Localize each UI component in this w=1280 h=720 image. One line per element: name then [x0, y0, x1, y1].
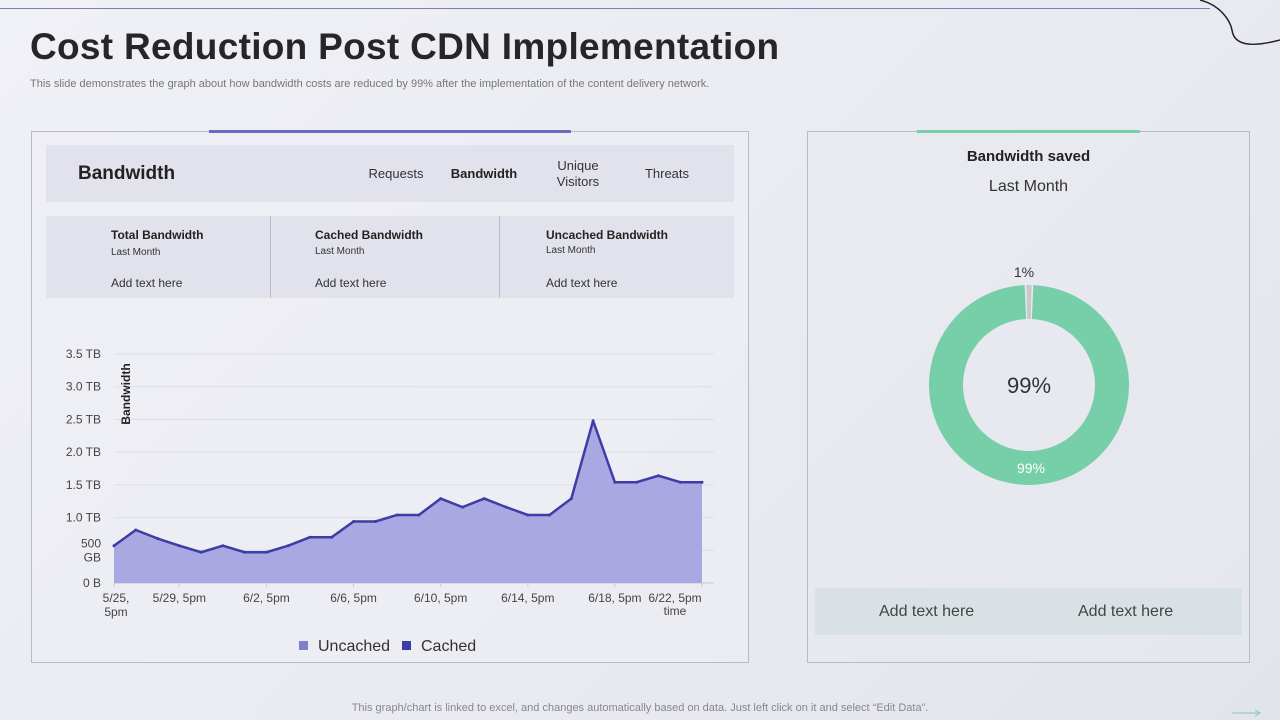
legend-label: Cached — [421, 638, 476, 655]
x-tick-label: 6/2, 5pm — [243, 591, 290, 605]
y-tick-label: 0 B — [83, 576, 101, 590]
stat-text: Add text here — [315, 276, 387, 290]
data-point — [613, 480, 617, 484]
data-point — [678, 480, 682, 484]
x-tick-label: 6/22, 5pm — [648, 591, 701, 605]
y-axis-label: Bandwidth — [119, 363, 133, 424]
donut-title: Bandwidth saved — [966, 148, 1091, 165]
legend-swatch — [299, 641, 308, 650]
x-axis-label: time — [664, 604, 687, 618]
y-tick-label: 1.5 TB — [66, 478, 101, 492]
area-uncached — [114, 420, 702, 583]
data-point — [656, 474, 660, 478]
stats-row: Total Bandwidth Last Month Add text here… — [46, 216, 734, 298]
tab-requests[interactable]: Requests — [368, 166, 424, 181]
donut-slice-not-saved — [1026, 285, 1032, 320]
stat-subtitle: Last Month — [546, 245, 596, 256]
x-tick-label: 5/25, 5pm — [103, 591, 130, 619]
data-point — [395, 513, 399, 517]
bandwidth-area-chart: 0 B 500 GB 1.0 TB 1.5 TB 2.0 TB 2.5 TB 3.0 TB 3.… — [66, 347, 714, 655]
data-point — [591, 419, 595, 423]
donut-slice-label: 1% — [1014, 264, 1034, 280]
data-point — [199, 550, 203, 554]
data-point — [548, 513, 552, 517]
x-tick-label: 6/10, 5pm — [414, 591, 467, 605]
data-point — [243, 550, 247, 554]
stat-subtitle: Last Month — [315, 246, 365, 257]
data-point — [460, 505, 464, 509]
data-point — [439, 497, 443, 501]
data-point — [134, 528, 138, 532]
bandwidth-saved-panel: Bandwidth saved Last Month 99% 99% 1% Add … — [807, 130, 1250, 663]
data-point — [504, 505, 508, 509]
stat-title: Uncached Bandwidth — [546, 228, 669, 242]
y-tick-label: 2.0 TB — [66, 445, 101, 459]
bottom-text-right: Add text here — [1078, 603, 1174, 620]
data-point — [308, 535, 312, 539]
stat-text: Add text here — [111, 276, 183, 290]
donut-subtitle: Last Month — [988, 178, 1069, 195]
data-point — [330, 535, 334, 539]
stat-text: Add text here — [546, 276, 618, 290]
panel-accent-bar — [209, 130, 571, 133]
data-point — [700, 480, 704, 484]
data-point — [352, 519, 356, 523]
top-divider-line — [0, 8, 1210, 9]
stat-divider — [499, 216, 500, 298]
data-point — [482, 497, 486, 501]
data-point — [635, 480, 639, 484]
x-tick-label: 6/18, 5pm — [588, 591, 641, 605]
footer-note: This graph/chart is linked to excel, and… — [351, 702, 929, 714]
tab-unique-visitors[interactable]: Unique Visitors — [556, 158, 600, 189]
data-point — [373, 519, 377, 523]
donut-slice-label: 99% — [1017, 460, 1045, 476]
data-point — [417, 513, 421, 517]
stat-divider — [270, 216, 271, 298]
stat-title: Total Bandwidth — [111, 228, 204, 242]
stat-subtitle: Last Month — [111, 247, 161, 258]
x-tick-label: 6/6, 5pm — [330, 591, 377, 605]
donut-center-label: 99% — [1007, 373, 1051, 398]
data-point — [264, 550, 268, 554]
data-point — [569, 497, 573, 501]
data-point — [526, 513, 530, 517]
tab-threats[interactable]: Threats — [644, 166, 690, 181]
decorative-curve — [1199, 0, 1280, 46]
bandwidth-title: Bandwidth — [78, 163, 176, 184]
data-point — [221, 544, 225, 548]
y-tick-label: 3.0 TB — [66, 380, 101, 394]
arrow-right-icon — [1232, 709, 1261, 717]
page-title: Cost Reduction Post CDN Implementation — [30, 26, 780, 67]
legend-swatch — [402, 641, 411, 650]
x-tick-label: 5/29, 5pm — [153, 591, 206, 605]
data-point — [156, 537, 160, 541]
bandwidth-panel: Bandwidth Requests Bandwidth Unique Visi… — [31, 130, 749, 663]
data-point — [177, 544, 181, 548]
tab-bandwidth[interactable]: Bandwidth — [450, 166, 518, 181]
stat-title: Cached Bandwidth — [315, 228, 424, 242]
data-point — [286, 544, 290, 548]
donut-bottom-bar: Add text here Add text here — [815, 588, 1242, 635]
series-line-cached — [113, 419, 702, 554]
donut-slice-saved — [929, 285, 1129, 486]
legend-label: Uncached — [318, 638, 390, 655]
y-tick-label: 2.5 TB — [66, 412, 101, 426]
y-tick-label: 3.5 TB — [66, 347, 101, 361]
bandwidth-header: Bandwidth Requests Bandwidth Unique Visi… — [46, 145, 734, 202]
data-point — [112, 544, 116, 548]
y-tick-label: 500 GB — [81, 536, 101, 564]
panel-accent-bar — [917, 130, 1140, 133]
bandwidth-saved-donut: 99% 99% 1% — [929, 264, 1129, 486]
x-tick-label: 6/14, 5pm — [501, 591, 554, 605]
page-subtitle: This slide demonstrates the graph about … — [30, 78, 710, 90]
y-tick-label: 1.0 TB — [66, 511, 101, 525]
bottom-text-left: Add text here — [879, 603, 975, 620]
